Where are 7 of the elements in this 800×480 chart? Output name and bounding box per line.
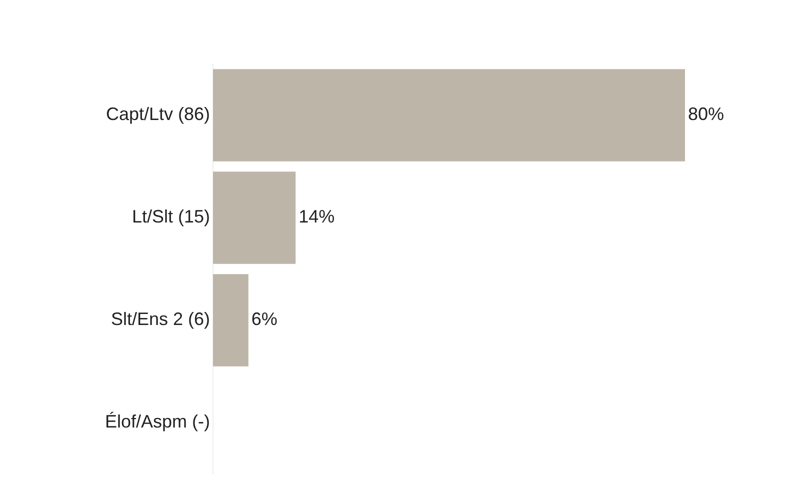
y-tick-label: Élof/Aspm (-) [104,412,210,432]
data-label: 14% [298,206,335,227]
data-label: 6% [251,309,278,330]
y-tick-label: Lt/Slt (15) [132,206,210,227]
y-tick-label: Capt/Ltv (86) [106,104,210,124]
y-tick-label: Slt/Ens 2 (6) [110,309,210,330]
data-label: 80% [688,104,724,124]
